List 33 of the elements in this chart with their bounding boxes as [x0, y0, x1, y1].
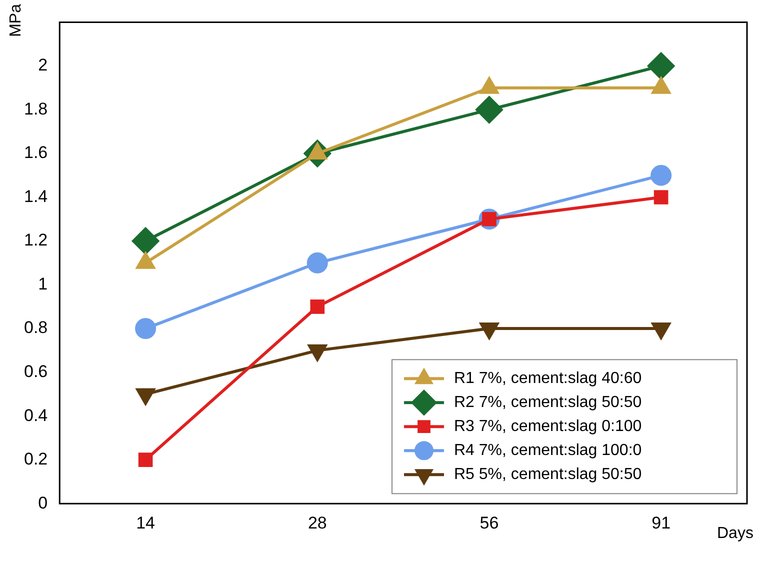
point	[138, 452, 153, 467]
point	[310, 300, 325, 314]
y-tick-label: 1	[38, 274, 48, 294]
y-tick-label: 1.8	[24, 99, 48, 118]
point	[136, 388, 155, 405]
y-tick-label: 1.4	[24, 186, 48, 206]
point	[654, 190, 668, 204]
legend-label: R5 5%, cement:slag 50:50	[454, 466, 642, 484]
point	[306, 252, 328, 274]
legend-label: R2 7%, cement:slag 50:50	[454, 394, 642, 412]
point	[135, 318, 156, 340]
y-tick-label: 0.2	[24, 450, 48, 469]
point	[650, 164, 672, 186]
point	[308, 344, 327, 361]
legend-label: R4 7%, cement:slag 100:0	[454, 442, 642, 460]
x-axis-title: Days	[717, 525, 754, 542]
y-axis-title: MPa	[7, 4, 24, 37]
y-tick-label: 0.8	[24, 318, 48, 338]
x-tick-label: 28	[308, 513, 327, 532]
x-tick-label: 14	[136, 513, 156, 532]
y-tick-label: 0	[38, 493, 48, 512]
x-tick-label: 91	[652, 513, 671, 532]
y-tick-label: 2	[38, 56, 48, 75]
legend-label: R3 7%, cement:slag 0:100	[454, 418, 642, 436]
legend-label: R1 7%, cement:slag 40:60	[454, 370, 642, 388]
point	[648, 52, 675, 80]
y-tick-label: 0.4	[24, 406, 48, 425]
y-tick-label: 1.2	[24, 230, 48, 250]
point	[476, 96, 503, 124]
point	[132, 228, 160, 255]
y-tick-label: 0.6	[24, 362, 48, 381]
x-tick-label: 56	[480, 513, 499, 532]
y-tick-label: 1.6	[24, 143, 48, 162]
